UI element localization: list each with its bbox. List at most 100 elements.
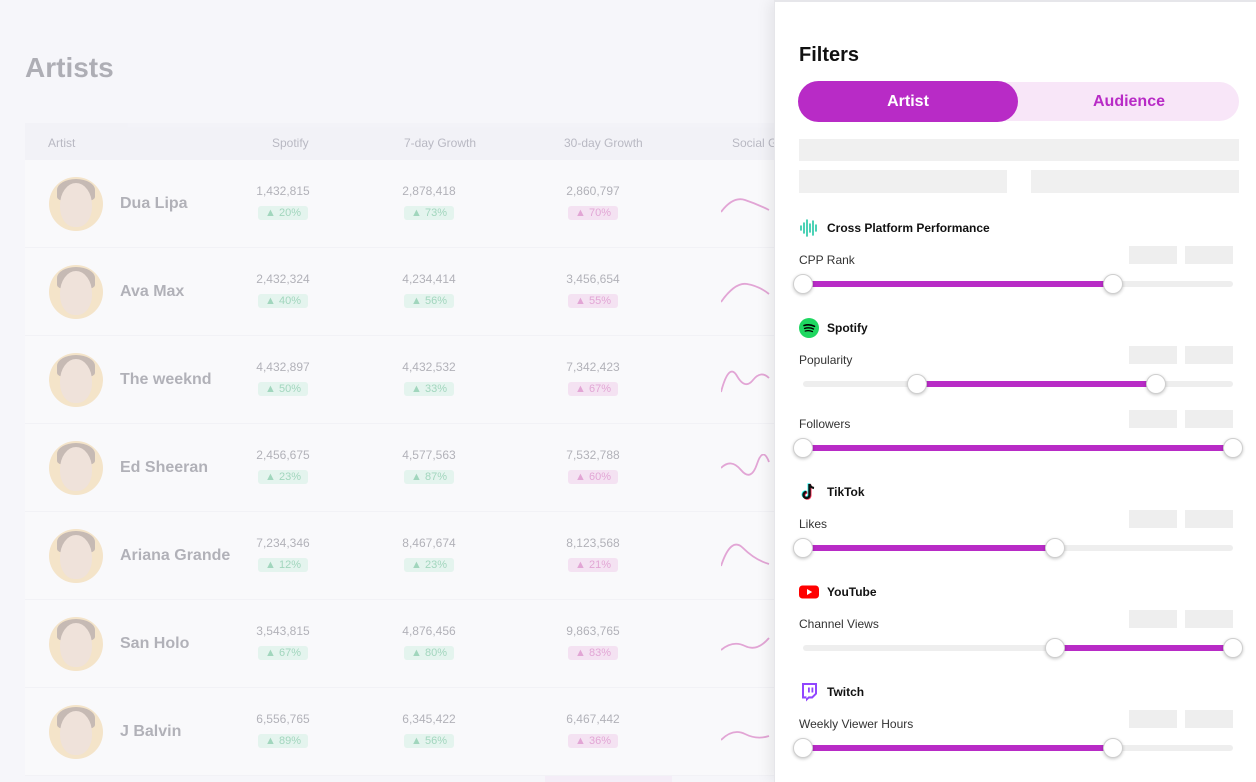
column-social-growth[interactable]: Social G xyxy=(732,136,778,150)
table-row[interactable]: San Holo 3,543,815 ▲ 67% 4,876,456 ▲ 80%… xyxy=(25,600,825,688)
table-row[interactable]: Ariana Grande 7,234,346 ▲ 12% 8,467,674 … xyxy=(25,512,825,600)
slider-min-handle[interactable] xyxy=(793,538,813,558)
slider-max-handle[interactable] xyxy=(1223,438,1243,458)
growth30-value: 9,863,765 xyxy=(566,624,620,638)
growth7-cell: 4,876,456 ▲ 80% xyxy=(374,624,484,661)
table-row[interactable]: Dua Lipa 1,432,815 ▲ 20% 2,878,418 ▲ 73%… xyxy=(25,160,825,248)
spotify-cell: 1,432,815 ▲ 20% xyxy=(228,184,338,221)
slider-min-handle[interactable] xyxy=(793,274,813,294)
spotify-cell: 3,543,815 ▲ 67% xyxy=(228,624,338,661)
slider-min-handle[interactable] xyxy=(906,374,927,394)
table-row[interactable]: J Balvin 6,556,765 ▲ 89% 6,345,422 ▲ 56%… xyxy=(25,688,825,776)
column-30day-growth[interactable]: 30-day Growth xyxy=(564,136,643,150)
followers-slider[interactable] xyxy=(793,438,1243,458)
spotify-cell: 7,234,346 ▲ 12% xyxy=(228,536,338,573)
cpp-rank-slider[interactable] xyxy=(793,274,1233,294)
growth30-value: 2,860,797 xyxy=(566,184,620,198)
followers-label: Followers xyxy=(799,417,851,431)
spotify-value: 1,432,815 xyxy=(256,184,310,198)
growth7-value: 4,234,414 xyxy=(402,272,456,286)
section-spotify: Spotify xyxy=(799,318,868,338)
social-growth-sparkline xyxy=(721,637,770,651)
tab-audience[interactable]: Audience xyxy=(1092,93,1165,110)
growth30-change-badge: ▲ 83% xyxy=(568,646,618,660)
spotify-change-badge: ▲ 12% xyxy=(258,558,308,572)
table-row[interactable]: Ed Sheeran 2,456,675 ▲ 23% 4,577,563 ▲ 8… xyxy=(25,424,825,512)
followers-min-input[interactable] xyxy=(1129,410,1177,428)
popularity-slider[interactable] xyxy=(803,374,1233,394)
spotify-cell: 4,432,897 ▲ 50% xyxy=(228,360,338,397)
channel-views-label: Channel Views xyxy=(799,617,879,631)
growth7-cell: 4,432,532 ▲ 33% xyxy=(374,360,484,397)
column-artist[interactable]: Artist xyxy=(48,136,76,150)
growth30-change-badge: ▲ 55% xyxy=(568,294,618,308)
growth7-cell: 4,234,414 ▲ 56% xyxy=(374,272,484,309)
table-row[interactable]: The weeknd 4,432,897 ▲ 50% 4,432,532 ▲ 3… xyxy=(25,336,825,424)
twitch-icon xyxy=(799,682,819,702)
slider-min-handle[interactable] xyxy=(793,738,813,758)
tiktok-icon xyxy=(799,482,819,502)
artist-name[interactable]: San Holo xyxy=(120,635,190,652)
followers-max-input[interactable] xyxy=(1185,410,1233,428)
artist-name[interactable]: Ava Max xyxy=(120,283,185,300)
highlighted-column xyxy=(545,160,672,782)
popularity-min-input[interactable] xyxy=(1129,346,1177,364)
growth30-change-badge: ▲ 70% xyxy=(568,206,618,220)
spotify-icon xyxy=(799,318,819,338)
channel-views-slider[interactable] xyxy=(803,638,1243,658)
likes-label: Likes xyxy=(799,517,828,531)
weekly-viewer-hours-slider[interactable] xyxy=(793,738,1233,758)
tab-artist[interactable]: Artist xyxy=(799,82,1017,121)
growth7-value: 4,432,532 xyxy=(402,360,456,374)
spotify-cell: 6,556,765 ▲ 89% xyxy=(228,712,338,749)
growth7-cell: 8,467,674 ▲ 23% xyxy=(374,536,484,573)
spotify-change-badge: ▲ 50% xyxy=(258,382,308,396)
artist-name[interactable]: Ariana Grande xyxy=(120,547,231,564)
likes-max-input[interactable] xyxy=(1185,510,1233,528)
artist-name[interactable]: Dua Lipa xyxy=(120,195,188,212)
column-7day-growth[interactable]: 7-day Growth xyxy=(404,136,477,150)
section-label: TikTok xyxy=(827,485,865,499)
social-growth-sparkline xyxy=(721,370,770,393)
growth30-cell: 9,863,765 ▲ 83% xyxy=(538,624,648,661)
channel-views-min-input[interactable] xyxy=(1129,610,1177,628)
filters-panel: Filters Artist Audience Cross Platform P… xyxy=(774,0,1256,782)
weekly-viewer-hours-label: Weekly Viewer Hours xyxy=(799,717,914,731)
channel-views-max-input[interactable] xyxy=(1185,610,1233,628)
avatar xyxy=(49,177,103,231)
weekly-viewer-hours-max-input[interactable] xyxy=(1185,710,1233,728)
growth30-value: 8,123,568 xyxy=(566,536,620,550)
likes-min-input[interactable] xyxy=(1129,510,1177,528)
growth30-cell: 7,532,788 ▲ 60% xyxy=(538,448,648,485)
slider-min-handle[interactable] xyxy=(793,438,813,458)
artist-name[interactable]: Ed Sheeran xyxy=(120,459,209,476)
cpp-rank-max-input[interactable] xyxy=(1185,246,1233,264)
table-body: Dua Lipa 1,432,815 ▲ 20% 2,878,418 ▲ 73%… xyxy=(25,160,825,776)
growth7-value: 4,577,563 xyxy=(402,448,456,462)
weekly-viewer-hours-min-input[interactable] xyxy=(1129,710,1177,728)
artist-name[interactable]: J Balvin xyxy=(120,723,182,740)
growth7-value: 4,876,456 xyxy=(402,624,456,638)
slider-max-handle[interactable] xyxy=(1223,638,1243,658)
popularity-max-input[interactable] xyxy=(1185,346,1233,364)
search-placeholder xyxy=(799,139,1239,161)
spotify-change-badge: ▲ 23% xyxy=(258,470,308,484)
cpp-rank-min-input[interactable] xyxy=(1129,246,1177,264)
spotify-change-badge: ▲ 40% xyxy=(258,294,308,308)
avatar xyxy=(49,441,103,495)
spotify-cell: 2,432,324 ▲ 40% xyxy=(228,272,338,309)
likes-slider[interactable] xyxy=(793,538,1233,558)
avatar xyxy=(49,705,103,759)
slider-max-handle[interactable] xyxy=(1145,374,1166,394)
slider-min-handle[interactable] xyxy=(1044,638,1065,658)
growth30-change-badge: ▲ 21% xyxy=(568,558,618,572)
column-spotify[interactable]: Spotify xyxy=(272,136,309,150)
artist-name[interactable]: The weeknd xyxy=(120,371,212,388)
slider-max-handle[interactable] xyxy=(1044,538,1065,558)
growth7-change-badge: ▲ 56% xyxy=(404,734,454,748)
table-row[interactable]: Ava Max 2,432,324 ▲ 40% 4,234,414 ▲ 56% … xyxy=(25,248,825,336)
growth7-value: 8,467,674 xyxy=(402,536,456,550)
slider-max-handle[interactable] xyxy=(1102,738,1123,758)
slider-max-handle[interactable] xyxy=(1102,274,1123,294)
